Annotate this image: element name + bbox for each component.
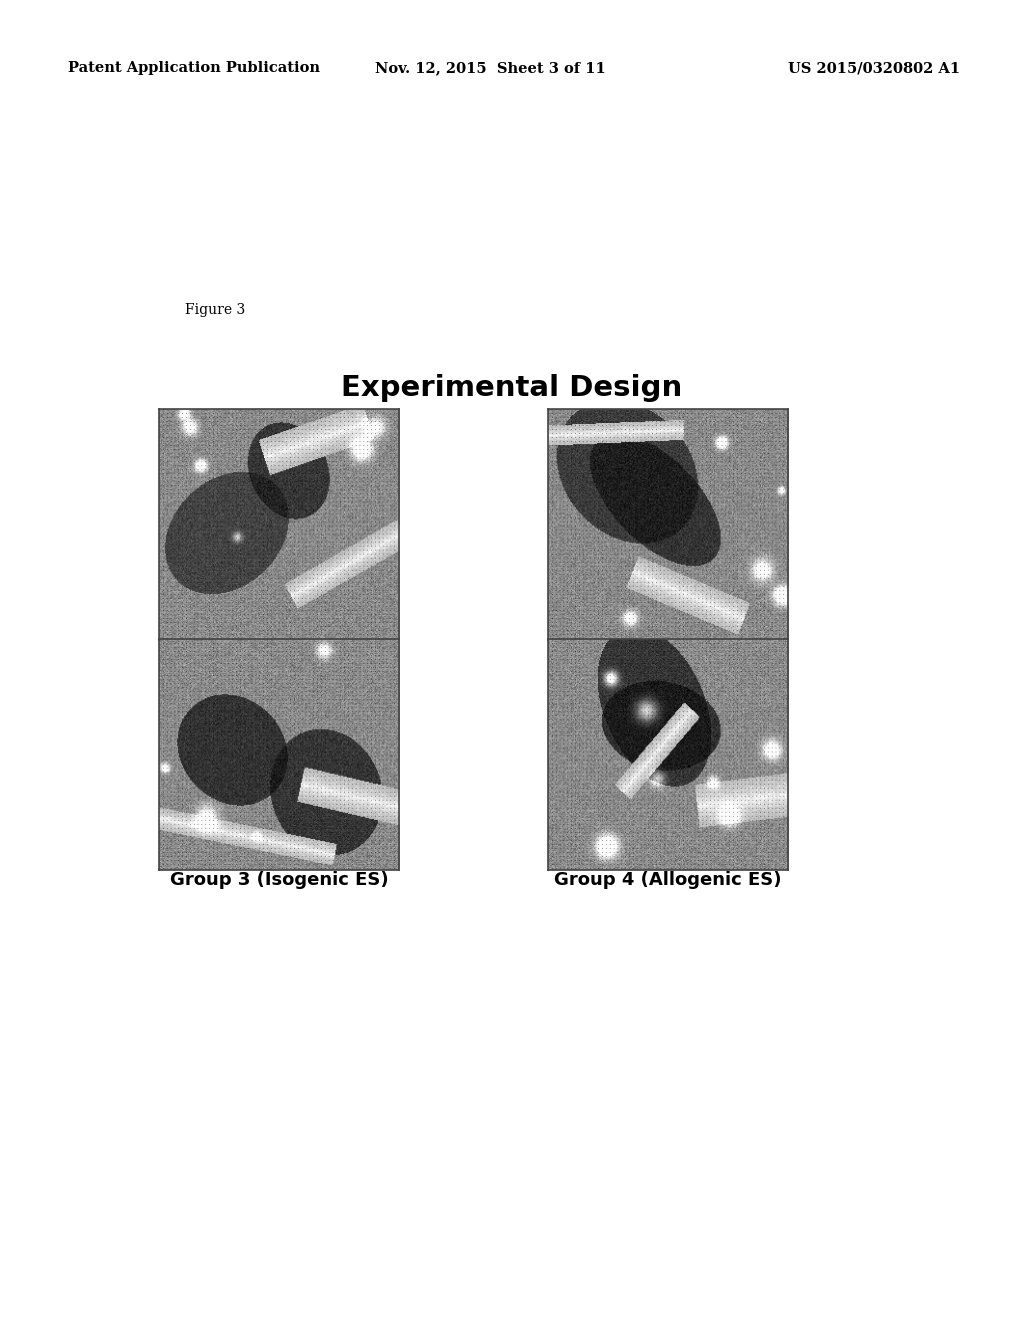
Text: Group 4 (Allogenic ES): Group 4 (Allogenic ES)	[554, 871, 782, 888]
Text: Figure 3: Figure 3	[185, 304, 246, 317]
Text: Group 1 (Control): Group 1 (Control)	[190, 642, 368, 659]
Text: US 2015/0320802 A1: US 2015/0320802 A1	[787, 61, 961, 75]
Text: Experimental Design: Experimental Design	[341, 374, 683, 403]
Text: Nov. 12, 2015  Sheet 3 of 11: Nov. 12, 2015 Sheet 3 of 11	[375, 61, 605, 75]
Text: Patent Application Publication: Patent Application Publication	[68, 61, 319, 75]
Text: Group 2 (Fat graft): Group 2 (Fat graft)	[572, 642, 764, 659]
Text: Group 3 (Isogenic ES): Group 3 (Isogenic ES)	[170, 871, 388, 888]
